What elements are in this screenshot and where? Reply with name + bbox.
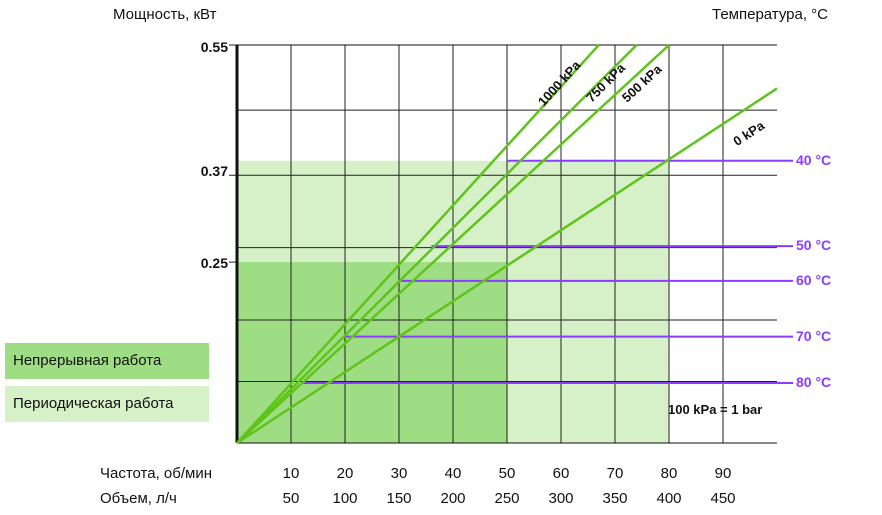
x-tick-label-frequency: 80 [660,465,678,482]
x-tick-label-volume: 100 [332,490,358,507]
x-tick-label-frequency: 50 [498,465,516,482]
y-tick-label: 0.55 [200,39,228,55]
series-line [236,87,778,445]
series-label: 500 kPa [619,61,665,105]
series-label: 0 kPa [730,117,767,149]
x-tick-label-frequency: 20 [336,465,354,482]
y2-axis-label: Температура, °C [712,6,829,23]
x-tick-label-frequency: 30 [390,465,408,482]
x-tick-label-volume: 400 [656,490,682,507]
series-line [236,44,670,444]
x-tick-label-volume: 350 [602,490,628,507]
x-tick-label-volume: 50 [282,490,300,507]
series-line [236,44,638,444]
x-tick-label-volume: 250 [494,490,520,507]
y-axis-label: Мощность, кВт [113,6,217,23]
series-label: 1000 kPa [535,57,584,109]
x-tick-label-volume: 150 [386,490,412,507]
x-tick-label-frequency: 60 [552,465,570,482]
x-axis-label-frequency: Частота, об/мин [100,465,213,482]
x-tick-label-frequency: 10 [282,465,300,482]
unit-note: 100 kPa = 1 bar [668,402,763,417]
y-tick-label: 0.25 [200,255,228,271]
x-tick-label-frequency: 70 [606,465,624,482]
temperature-label: 50 °C [796,237,832,254]
temperature-label: 80 °C [796,373,832,390]
x-tick-label-frequency: 40 [444,465,462,482]
temperature-label: 70 °C [796,327,832,344]
legend-periodic: Периодическая работа [5,386,209,422]
series-line [236,44,600,444]
temperature-label: 40 °C [796,151,832,168]
x-tick-label-volume: 300 [548,490,574,507]
temperature-label: 60 °C [796,271,832,288]
x-axis-label-volume: Объем, л/ч [100,490,177,507]
x-tick-label-frequency: 90 [714,465,732,482]
y-tick-label: 0.37 [200,163,228,179]
legend-continuous: Непрерывная работа [5,343,209,379]
x-tick-label-volume: 450 [710,490,736,507]
x-tick-label-volume: 200 [440,490,466,507]
